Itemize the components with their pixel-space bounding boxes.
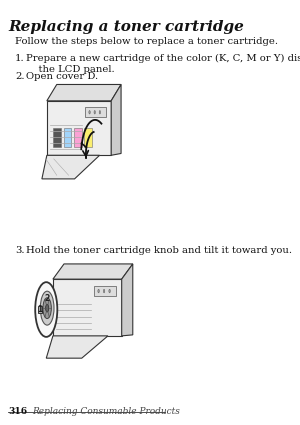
Circle shape <box>43 298 51 319</box>
Circle shape <box>46 304 49 312</box>
Bar <box>94 286 116 296</box>
Bar <box>84 128 92 147</box>
Bar <box>64 128 71 147</box>
Text: Open cover D.: Open cover D. <box>26 72 98 81</box>
Text: 1.: 1. <box>15 54 25 63</box>
Polygon shape <box>47 85 121 101</box>
Text: Follow the steps below to replace a toner cartridge.: Follow the steps below to replace a tone… <box>15 37 278 46</box>
Circle shape <box>35 282 57 337</box>
Polygon shape <box>53 264 133 279</box>
Circle shape <box>98 289 99 293</box>
Text: 316: 316 <box>8 407 27 416</box>
Circle shape <box>99 110 100 114</box>
Bar <box>38 306 42 313</box>
Polygon shape <box>42 155 100 179</box>
Circle shape <box>40 291 54 325</box>
Bar <box>53 128 61 147</box>
Text: 2.: 2. <box>15 72 25 81</box>
Text: 2: 2 <box>44 294 50 303</box>
Bar <box>74 128 82 147</box>
Text: Replacing a toner cartridge: Replacing a toner cartridge <box>8 20 244 34</box>
Bar <box>85 108 106 117</box>
FancyBboxPatch shape <box>53 279 122 336</box>
Circle shape <box>94 110 95 114</box>
Polygon shape <box>111 85 121 155</box>
Text: Replacing Consumable Products: Replacing Consumable Products <box>32 407 180 416</box>
Polygon shape <box>122 264 133 336</box>
Circle shape <box>103 289 105 293</box>
FancyBboxPatch shape <box>47 101 111 155</box>
Polygon shape <box>46 336 108 358</box>
Circle shape <box>109 289 110 293</box>
Text: Hold the toner cartridge knob and tilt it toward you.: Hold the toner cartridge knob and tilt i… <box>26 246 292 255</box>
Text: Prepare a new cartridge of the color (K, C, M or Y) displayed on
    the LCD pan: Prepare a new cartridge of the color (K,… <box>26 54 300 74</box>
Circle shape <box>89 110 90 114</box>
Text: 1: 1 <box>37 305 43 314</box>
Text: 3.: 3. <box>15 246 25 255</box>
